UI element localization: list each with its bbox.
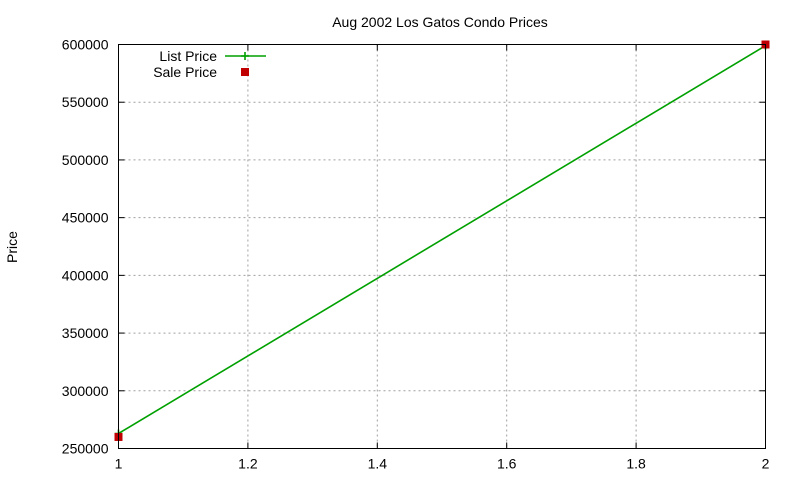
series-line-list-price — [118, 44, 766, 435]
y-tick-label: 250000 — [62, 441, 109, 457]
x-tick-label: 1 — [115, 456, 123, 472]
legend-label: Sale Price — [153, 64, 217, 80]
y-tick-label: 450000 — [62, 210, 109, 226]
y-tick-label: 550000 — [62, 94, 109, 110]
x-tick-label: 1.8 — [626, 456, 646, 472]
tick-layer: 1 1.2 1.4 1.6 1.8 2 250000 300000 350000 400000 45… — [62, 37, 770, 472]
x-tick-label: 2 — [762, 456, 770, 472]
y-tick-label: 500000 — [62, 152, 109, 168]
x-tick-label: 1.4 — [368, 456, 388, 472]
y-axis-label: Price — [4, 231, 20, 263]
plot-frame — [118, 44, 766, 449]
legend-swatch-marker — [241, 68, 249, 76]
x-tick-label: 1.2 — [238, 456, 258, 472]
y-tick-label: 350000 — [62, 325, 109, 341]
legend-label: List Price — [159, 48, 217, 64]
y-tick-label: 400000 — [62, 267, 109, 283]
legend-swatch-marker — [241, 52, 249, 60]
series-layer — [114, 40, 770, 441]
chart-title: Aug 2002 Los Gatos Condo Prices — [332, 14, 548, 30]
y-tick-label: 300000 — [62, 383, 109, 399]
y-tick-label: 600000 — [62, 37, 109, 53]
grid-layer — [118, 44, 766, 449]
x-tick-label: 1.6 — [497, 456, 517, 472]
